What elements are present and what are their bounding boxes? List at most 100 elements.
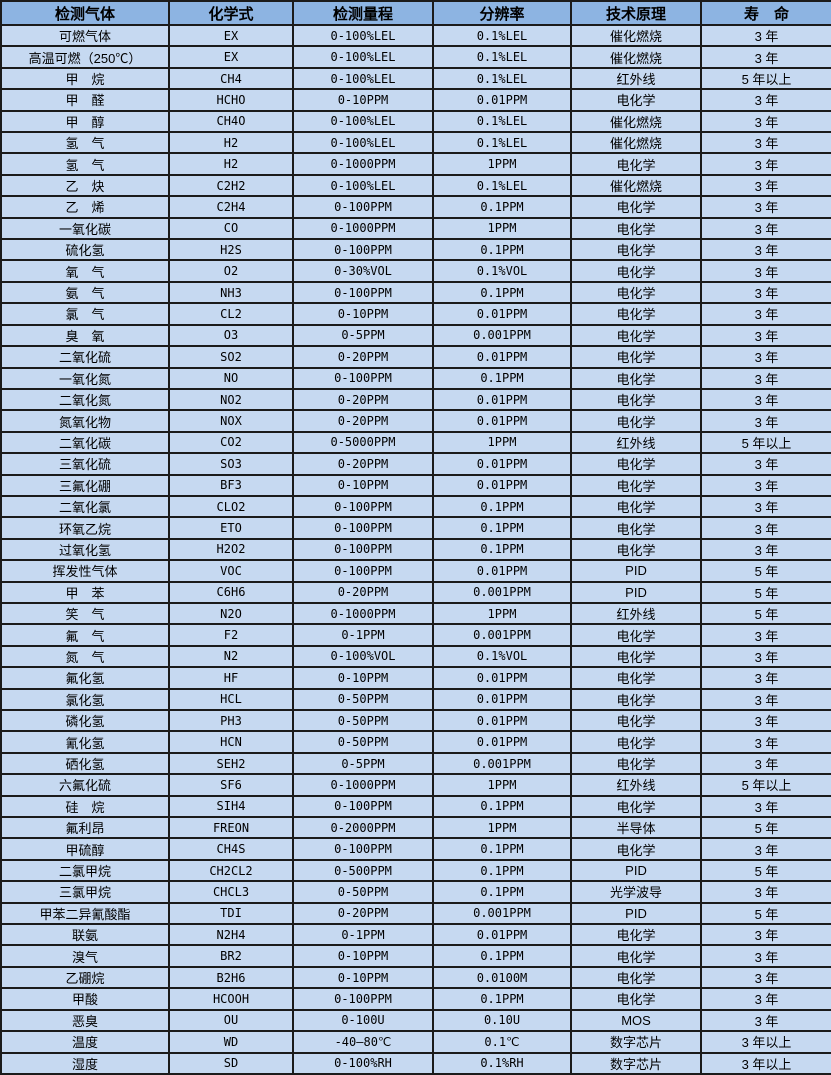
cell-resolution: 0.1PPM <box>432 794 572 819</box>
cell-resolution: 0.01PPM <box>432 452 572 476</box>
cell-resolution: 0.1%VOL <box>432 259 572 283</box>
cell-lifespan: 3 年 <box>700 666 831 690</box>
cell-range: 0-100%LEL <box>292 173 434 198</box>
cell-formula: OU <box>168 1008 294 1033</box>
cell-resolution: 0.01PPM <box>432 387 572 412</box>
cell-lifespan: 3 年 <box>700 623 831 647</box>
cell-formula: CH4 <box>168 66 294 91</box>
table-row: 甲 醛 HCHO 0-10PPM 0.01PPM 电化学 3 年 <box>0 88 831 112</box>
cell-lifespan: 3 年 <box>700 965 831 990</box>
cell-formula: CO <box>168 216 294 241</box>
cell-gas: 氢 气 <box>0 131 170 155</box>
cell-formula: HCOOH <box>168 987 294 1011</box>
cell-formula: C6H6 <box>168 580 294 604</box>
cell-range: 0-100PPM <box>292 494 434 519</box>
table-row: 温度 WD -40—80℃ 0.1℃ 数字芯片 3 年以上 <box>0 1030 831 1054</box>
table-row: 磷化氢 PH3 0-50PPM 0.01PPM 电化学 3 年 <box>0 708 831 733</box>
cell-gas: 甲硫醇 <box>0 837 170 861</box>
cell-range: -40—80℃ <box>292 1030 434 1054</box>
cell-formula: CH4S <box>168 837 294 861</box>
cell-formula: NO2 <box>168 387 294 412</box>
cell-formula: CH4O <box>168 109 294 134</box>
cell-range: 0-20PPM <box>292 901 434 926</box>
cell-formula: H2 <box>168 131 294 155</box>
cell-resolution: 0.1PPM <box>432 280 572 305</box>
cell-formula: TDI <box>168 901 294 926</box>
cell-principle: 电化学 <box>570 923 702 947</box>
cell-resolution: 0.01PPM <box>432 730 572 754</box>
cell-gas: 氮 气 <box>0 644 170 669</box>
cell-range: 0-50PPM <box>292 708 434 733</box>
cell-gas: 二氧化氯 <box>0 494 170 519</box>
cell-range: 0-100%LEL <box>292 23 434 48</box>
cell-principle: 电化学 <box>570 965 702 990</box>
cell-principle: 电化学 <box>570 216 702 241</box>
cell-principle: 电化学 <box>570 238 702 262</box>
cell-resolution: 0.10U <box>432 1008 572 1033</box>
cell-gas: 一氧化碳 <box>0 216 170 241</box>
cell-range: 0-100PPM <box>292 794 434 819</box>
table-row: 二氧化氯 CLO2 0-100PPM 0.1PPM 电化学 3 年 <box>0 494 831 519</box>
table-row: 甲硫醇 CH4S 0-100PPM 0.1PPM 电化学 3 年 <box>0 837 831 861</box>
cell-formula: PH3 <box>168 708 294 733</box>
cell-principle: 电化学 <box>570 794 702 819</box>
table-row: 甲苯二异氰酸酯 TDI 0-20PPM 0.001PPM PID 5 年 <box>0 901 831 926</box>
cell-resolution: 0.001PPM <box>432 623 572 647</box>
header-row: 检测气体 化学式 检测量程 分辨率 技术原理 寿 命 <box>0 0 831 26</box>
cell-gas: 六氟化硫 <box>0 773 170 797</box>
cell-range: 0-100PPM <box>292 559 434 583</box>
cell-lifespan: 3 年 <box>700 131 831 155</box>
cell-principle: 电化学 <box>570 730 702 754</box>
cell-formula: EX <box>168 23 294 48</box>
cell-principle: 电化学 <box>570 387 702 412</box>
cell-lifespan: 3 年 <box>700 880 831 904</box>
cell-principle: 电化学 <box>570 987 702 1011</box>
cell-resolution: 0.01PPM <box>432 88 572 112</box>
cell-formula: O3 <box>168 323 294 348</box>
table-row: 氢 气 H2 0-1000PPM 1PPM 电化学 3 年 <box>0 152 831 176</box>
cell-principle: 电化学 <box>570 195 702 219</box>
cell-formula: HCN <box>168 730 294 754</box>
cell-principle: 催化燃烧 <box>570 173 702 198</box>
cell-resolution: 0.1PPM <box>432 238 572 262</box>
cell-resolution: 1PPM <box>432 152 572 176</box>
cell-range: 0-500PPM <box>292 858 434 883</box>
cell-gas: 温度 <box>0 1030 170 1054</box>
cell-resolution: 0.1PPM <box>432 195 572 219</box>
cell-resolution: 0.1PPM <box>432 880 572 904</box>
table-row: 氯 气 CL2 0-10PPM 0.01PPM 电化学 3 年 <box>0 302 831 326</box>
table-row: 氮 气 N2 0-100%VOL 0.1%VOL 电化学 3 年 <box>0 644 831 669</box>
cell-principle: 半导体 <box>570 816 702 840</box>
cell-resolution: 0.01PPM <box>432 923 572 947</box>
cell-range: 0-30%VOL <box>292 259 434 283</box>
col-header-gas: 检测气体 <box>0 0 170 26</box>
table-row: 挥发性气体 VOC 0-100PPM 0.01PPM PID 5 年 <box>0 559 831 583</box>
cell-resolution: 0.01PPM <box>432 409 572 433</box>
cell-lifespan: 5 年 <box>700 858 831 883</box>
cell-formula: N2H4 <box>168 923 294 947</box>
table-row: 硒化氢 SEH2 0-5PPM 0.001PPM 电化学 3 年 <box>0 751 831 776</box>
cell-resolution: 0.001PPM <box>432 751 572 776</box>
cell-resolution: 0.1PPM <box>432 494 572 519</box>
cell-principle: 电化学 <box>570 88 702 112</box>
cell-formula: O2 <box>168 259 294 283</box>
cell-gas: 高温可燃（250℃） <box>0 45 170 69</box>
cell-principle: 电化学 <box>570 452 702 476</box>
table-row: 氧 气 O2 0-30%VOL 0.1%VOL 电化学 3 年 <box>0 259 831 283</box>
cell-lifespan: 5 年 <box>700 901 831 926</box>
cell-resolution: 0.01PPM <box>432 302 572 326</box>
cell-resolution: 1PPM <box>432 430 572 455</box>
cell-principle: 红外线 <box>570 773 702 797</box>
cell-range: 0-100PPM <box>292 195 434 219</box>
cell-formula: CL2 <box>168 302 294 326</box>
table-row: 乙硼烷 B2H6 0-10PPM 0.0100M 电化学 3 年 <box>0 965 831 990</box>
table-row: 氰化氢 HCN 0-50PPM 0.01PPM 电化学 3 年 <box>0 730 831 754</box>
cell-principle: 电化学 <box>570 516 702 540</box>
cell-range: 0-10PPM <box>292 944 434 968</box>
cell-lifespan: 3 年 <box>700 387 831 412</box>
cell-lifespan: 3 年 <box>700 109 831 134</box>
cell-lifespan: 3 年 <box>700 259 831 283</box>
cell-formula: B2H6 <box>168 965 294 990</box>
cell-gas: 笑 气 <box>0 601 170 626</box>
cell-resolution: 1PPM <box>432 816 572 840</box>
